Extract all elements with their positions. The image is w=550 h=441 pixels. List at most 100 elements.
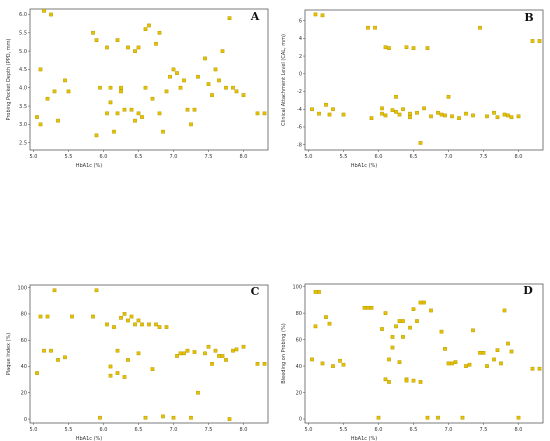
panel-label: B — [524, 11, 533, 24]
x-tick-label: 7.5 — [205, 154, 213, 160]
x-tick-label: 8.0 — [240, 154, 248, 160]
y-tick-label: 60 — [296, 337, 302, 343]
data-point — [262, 111, 267, 116]
data-point — [94, 288, 99, 293]
data-point — [178, 85, 183, 90]
data-point — [446, 361, 451, 366]
data-point — [42, 8, 46, 13]
x-tick-label: 7.5 — [205, 427, 213, 433]
y-axis-label: Probing Pocket Depth (PPD, mm) — [6, 38, 12, 120]
data-point — [196, 74, 200, 79]
data-point — [418, 300, 423, 305]
data-point — [481, 350, 486, 355]
data-point — [63, 355, 67, 360]
data-point — [401, 319, 405, 323]
data-point — [157, 111, 162, 116]
x-tick-label: 7.0 — [445, 427, 453, 433]
data-point — [390, 108, 395, 112]
data-point — [478, 25, 482, 30]
y-tick-label: 0 — [24, 417, 27, 423]
data-point — [231, 85, 235, 90]
data-point — [492, 357, 496, 362]
data-point — [506, 341, 510, 346]
x-axis-label: HbA1c (%) — [76, 163, 103, 169]
data-point — [185, 348, 190, 353]
data-point — [310, 357, 314, 362]
data-point — [105, 45, 109, 50]
data-point — [35, 115, 39, 119]
data-point — [338, 358, 342, 363]
data-point — [446, 94, 451, 99]
data-point — [380, 111, 384, 116]
x-tick-label: 6.0 — [100, 154, 108, 160]
data-point — [317, 290, 321, 294]
data-point — [530, 39, 535, 43]
y-tick-label: 0 — [299, 417, 302, 423]
data-point — [495, 348, 500, 353]
data-point — [408, 115, 412, 120]
data-point — [241, 344, 246, 349]
data-point — [189, 122, 193, 127]
data-point — [203, 351, 207, 356]
data-point — [196, 390, 200, 395]
x-tick-label: 8.0 — [515, 154, 523, 160]
data-point — [35, 371, 39, 375]
data-point — [324, 102, 328, 107]
data-point — [383, 45, 388, 50]
data-point — [492, 110, 496, 115]
data-point — [38, 122, 43, 127]
data-point — [390, 335, 395, 339]
y-tick-label: 0 — [299, 71, 302, 77]
x-tick-label: 6.5 — [135, 154, 143, 160]
data-point — [171, 67, 176, 72]
data-point — [331, 364, 335, 368]
data-point — [206, 344, 211, 349]
data-point — [499, 361, 503, 366]
data-point — [495, 115, 500, 120]
data-point — [397, 112, 402, 117]
data-point — [70, 314, 74, 319]
x-tick-label: 6.5 — [410, 427, 418, 433]
plot-frame — [29, 8, 269, 151]
data-point — [189, 415, 193, 420]
data-point — [175, 354, 179, 358]
y-tick-label: 6 — [299, 18, 302, 24]
data-point — [115, 38, 120, 42]
panel-c: 5.0 5.5 6.0 6.5 7.0 7.5 8.0 0 20 40 60 80 100 HbA1c (… — [0, 220, 275, 441]
data-point — [45, 314, 50, 319]
data-point — [471, 328, 475, 333]
data-point — [147, 23, 151, 28]
data-point — [45, 96, 50, 101]
data-point — [394, 94, 398, 99]
data-point — [108, 100, 113, 105]
y-tick-label: 100 — [17, 285, 27, 291]
data-point — [383, 311, 388, 315]
y-tick-label: 5.0 — [19, 49, 27, 55]
data-point — [436, 110, 440, 115]
data-point — [397, 360, 402, 364]
data-point — [408, 325, 412, 330]
data-point — [502, 308, 507, 313]
x-tick-label: 6.5 — [135, 427, 143, 433]
data-point — [394, 110, 398, 114]
data-point — [387, 357, 391, 362]
data-point — [509, 349, 514, 354]
data-point — [213, 348, 218, 353]
scatter-chart-a: 5.0 5.5 6.0 6.5 7.0 7.5 8.0 2.5 3.0 3.5 4.0 4.5 5.0 5… — [6, 8, 269, 169]
data-point — [422, 106, 426, 111]
data-point — [52, 288, 57, 293]
panel-label: A — [250, 10, 260, 23]
panel-label: D — [523, 284, 533, 297]
data-point — [376, 415, 381, 420]
data-point — [122, 107, 127, 112]
data-point — [161, 414, 165, 419]
data-point — [136, 351, 141, 356]
data-point — [443, 113, 447, 118]
y-tick-label: -6 — [297, 125, 302, 131]
data-point — [537, 366, 542, 371]
data-point — [185, 107, 190, 112]
data-point — [537, 39, 542, 43]
data-point — [387, 46, 391, 50]
data-point — [119, 85, 123, 90]
x-tick-label: 8.0 — [240, 427, 248, 433]
